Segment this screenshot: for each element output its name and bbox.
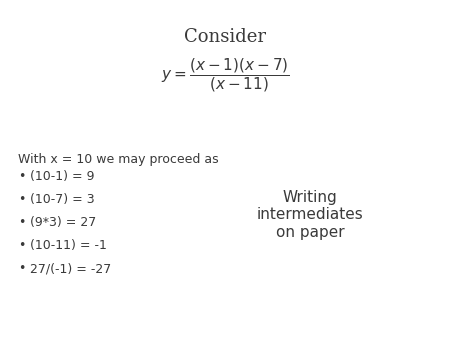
Text: 27/(-1) = -27: 27/(-1) = -27 [30,262,111,275]
Text: •: • [18,170,26,183]
Text: (9*3) = 27: (9*3) = 27 [30,216,96,229]
Text: •: • [18,193,26,206]
Text: $y = \dfrac{(x-1)(x-7)}{(x-11)}$: $y = \dfrac{(x-1)(x-7)}{(x-11)}$ [161,56,289,94]
Text: Consider: Consider [184,28,266,46]
Text: With x = 10 we may proceed as: With x = 10 we may proceed as [18,153,219,166]
Text: (10-11) = -1: (10-11) = -1 [30,239,107,252]
Text: •: • [18,262,26,275]
Text: (10-7) = 3: (10-7) = 3 [30,193,94,206]
Text: Writing
intermediates
on paper: Writing intermediates on paper [256,190,364,240]
Text: •: • [18,216,26,229]
Text: •: • [18,239,26,252]
Text: (10-1) = 9: (10-1) = 9 [30,170,94,183]
